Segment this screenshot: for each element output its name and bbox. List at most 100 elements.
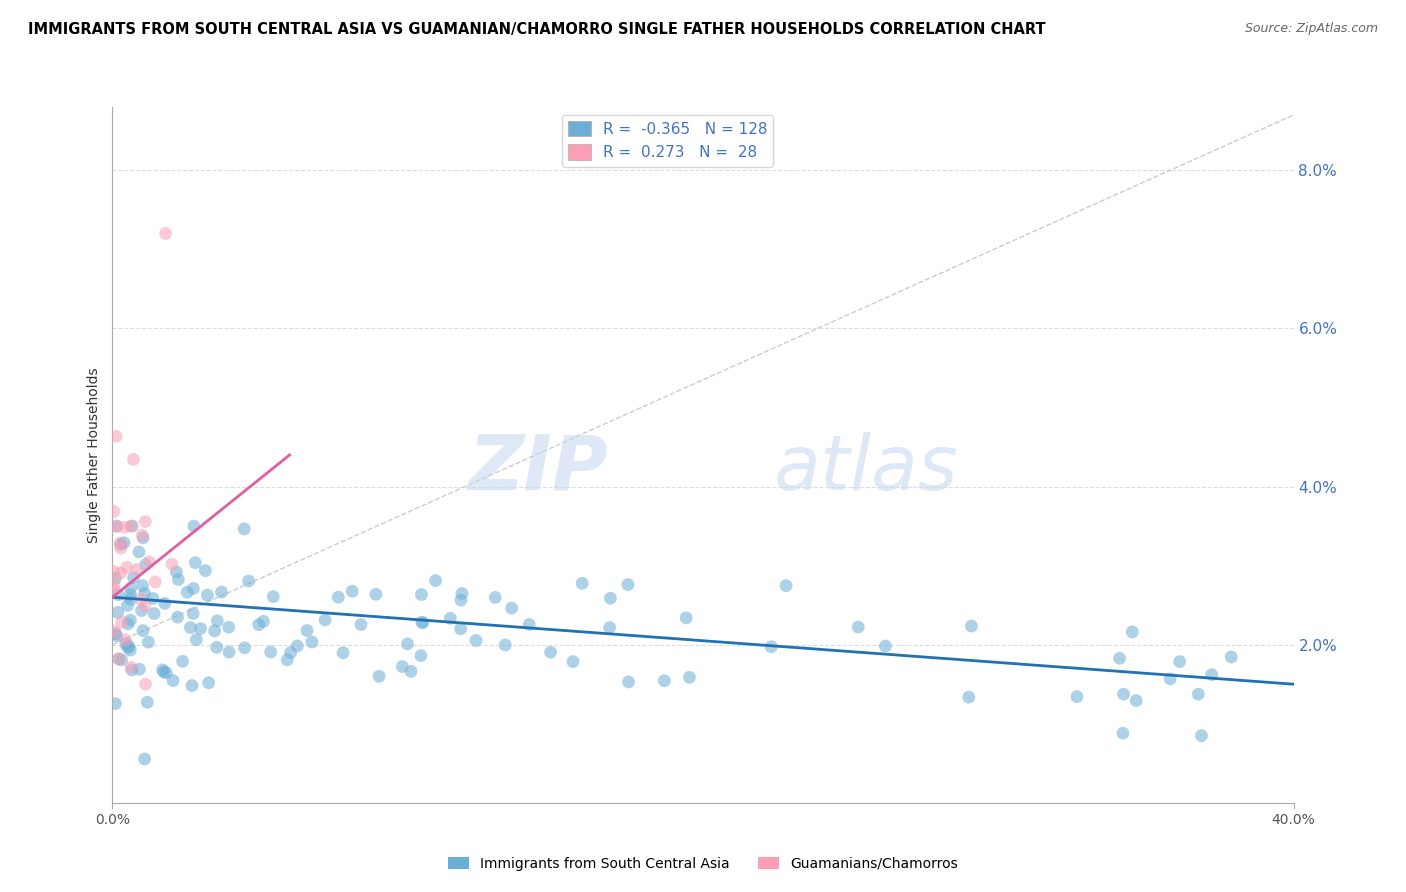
Point: [134, 599, 156, 613]
Point: [181, 679, 204, 693]
Point: [328, 591, 350, 605]
Point: [190, 622, 212, 636]
Point: [128, 662, 150, 676]
Point: [1112, 726, 1135, 740]
Point: [132, 624, 155, 638]
Point: [1191, 729, 1213, 743]
Point: [960, 619, 983, 633]
Point: [1201, 667, 1223, 681]
Point: [1187, 687, 1209, 701]
Point: [332, 646, 354, 660]
Point: [120, 581, 142, 595]
Point: [1121, 624, 1143, 639]
Legend: Immigrants from South Central Asia, Guamanians/Chamorros: Immigrants from South Central Asia, Guam…: [443, 851, 963, 876]
Point: [285, 639, 308, 653]
Point: [103, 582, 125, 597]
Point: [617, 577, 640, 591]
Point: [207, 614, 229, 628]
Point: [875, 639, 897, 653]
Point: [131, 592, 153, 607]
Point: [103, 504, 125, 518]
Point: [450, 622, 472, 636]
Point: [599, 621, 621, 635]
Point: [120, 643, 142, 657]
Point: [107, 588, 129, 602]
Point: [105, 629, 128, 643]
Point: [121, 519, 143, 533]
Point: [412, 615, 434, 630]
Point: [411, 588, 433, 602]
Point: [218, 620, 240, 634]
Point: [110, 541, 132, 556]
Point: [108, 652, 131, 666]
Point: [775, 579, 797, 593]
Point: [114, 637, 136, 651]
Point: [233, 522, 256, 536]
Point: [197, 588, 219, 602]
Point: [494, 638, 516, 652]
Point: [517, 617, 540, 632]
Point: [105, 519, 128, 533]
Point: [143, 574, 166, 589]
Point: [562, 655, 585, 669]
Point: [181, 607, 204, 621]
Point: [391, 659, 413, 673]
Point: [117, 616, 139, 631]
Point: [103, 578, 125, 592]
Point: [205, 640, 228, 655]
Point: [132, 531, 155, 545]
Point: [118, 640, 141, 654]
Point: [138, 635, 160, 649]
Point: [761, 640, 783, 654]
Point: [1112, 687, 1135, 701]
Point: [166, 610, 188, 624]
Point: [167, 573, 190, 587]
Point: [439, 611, 461, 625]
Point: [110, 653, 132, 667]
Point: [128, 545, 150, 559]
Point: [155, 665, 177, 680]
Point: [136, 695, 159, 709]
Point: [153, 665, 176, 679]
Point: [134, 515, 156, 529]
Point: [172, 654, 194, 668]
Legend: R =  -0.365   N = 128, R =  0.273   N =  28: R = -0.365 N = 128, R = 0.273 N = 28: [561, 115, 773, 167]
Point: [262, 590, 284, 604]
Point: [121, 663, 143, 677]
Point: [571, 576, 593, 591]
Point: [117, 640, 139, 655]
Point: [115, 560, 138, 574]
Text: atlas: atlas: [773, 432, 959, 506]
Point: [184, 556, 207, 570]
Point: [301, 635, 323, 649]
Point: [846, 620, 869, 634]
Point: [131, 528, 153, 542]
Point: [152, 663, 174, 677]
Point: [396, 637, 419, 651]
Point: [112, 535, 135, 549]
Point: [134, 752, 156, 766]
Point: [120, 519, 142, 533]
Point: [105, 519, 128, 533]
Point: [450, 593, 472, 607]
Point: [675, 611, 697, 625]
Point: [211, 585, 233, 599]
Point: [1168, 655, 1191, 669]
Point: [104, 571, 127, 585]
Point: [1159, 672, 1181, 686]
Point: [654, 673, 676, 688]
Point: [107, 652, 129, 666]
Point: [176, 585, 198, 599]
Text: Source: ZipAtlas.com: Source: ZipAtlas.com: [1244, 22, 1378, 36]
Point: [411, 615, 433, 630]
Point: [350, 617, 373, 632]
Point: [204, 624, 226, 638]
Point: [1066, 690, 1088, 704]
Point: [155, 227, 177, 241]
Point: [1108, 651, 1130, 665]
Point: [110, 566, 132, 581]
Text: IMMIGRANTS FROM SOUTH CENTRAL ASIA VS GUAMANIAN/CHAMORRO SINGLE FATHER HOUSEHOLD: IMMIGRANTS FROM SOUTH CENTRAL ASIA VS GU…: [28, 22, 1046, 37]
Point: [114, 520, 136, 534]
Point: [678, 670, 700, 684]
Point: [295, 624, 318, 638]
